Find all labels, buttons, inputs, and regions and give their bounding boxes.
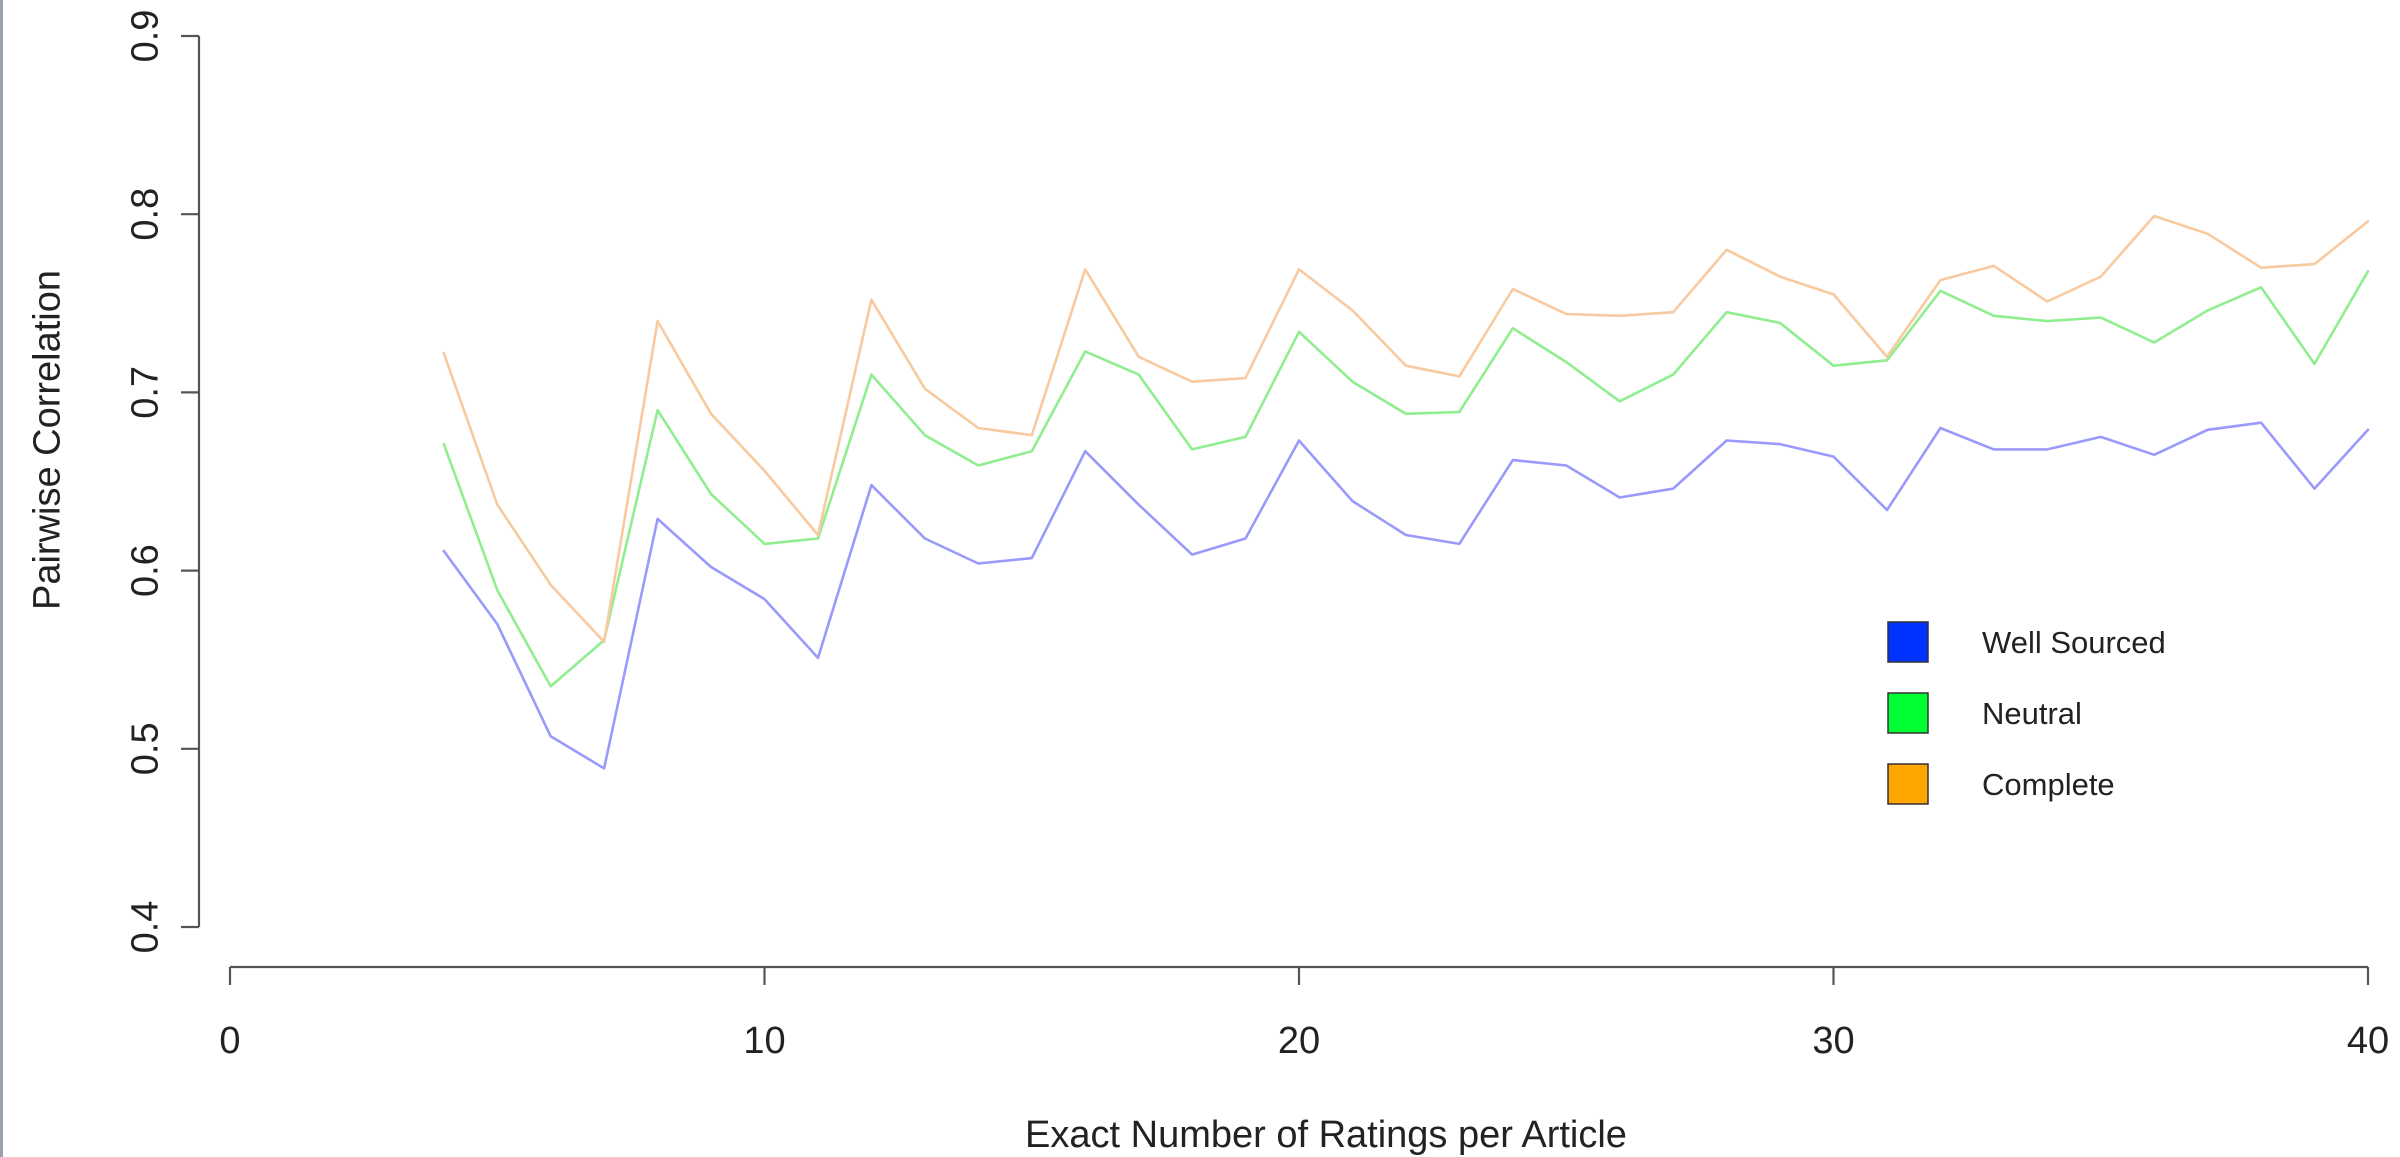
series-group (442, 214, 2370, 770)
x-axis-title: Exact Number of Ratings per Article (1025, 1114, 1627, 1156)
y-tick-label: 0.4 (125, 901, 167, 954)
legend-label-neutral: Neutral (1982, 696, 2082, 731)
legend-swatch-complete (1887, 763, 1929, 805)
y-axis-title: Pairwise Correlation (27, 270, 69, 610)
legend-swatch-well-sourced (1887, 621, 1929, 663)
legend-label-well-sourced: Well Sourced (1982, 625, 2166, 660)
y-tick-label: 0.9 (125, 10, 167, 63)
window-left-border (0, 0, 3, 1157)
legend-label-complete: Complete (1982, 767, 2115, 802)
series-line-neutral (442, 269, 2370, 688)
series-line-well-sourced (442, 421, 2370, 770)
y-tick-label: 0.6 (125, 544, 167, 597)
y-tick-label: 0.8 (125, 188, 167, 241)
y-tick-label: 0.7 (125, 366, 167, 419)
x-tick-label: 20 (1278, 1020, 1320, 1062)
x-tick-label: 40 (2347, 1020, 2389, 1062)
y-tick-group: 0.4 0.5 0.6 0.7 0.8 0.9 (125, 10, 199, 954)
x-tick-group: 0 10 20 30 40 (219, 967, 2389, 1062)
x-tick-label: 0 (219, 1020, 240, 1062)
legend-swatch-neutral (1887, 692, 1929, 734)
x-tick-label: 10 (743, 1020, 785, 1062)
series-line-complete (442, 214, 2370, 644)
legend: Well Sourced Neutral Complete (1887, 621, 2166, 805)
y-tick-label: 0.5 (125, 722, 167, 775)
x-tick-label: 30 (1812, 1020, 1854, 1062)
